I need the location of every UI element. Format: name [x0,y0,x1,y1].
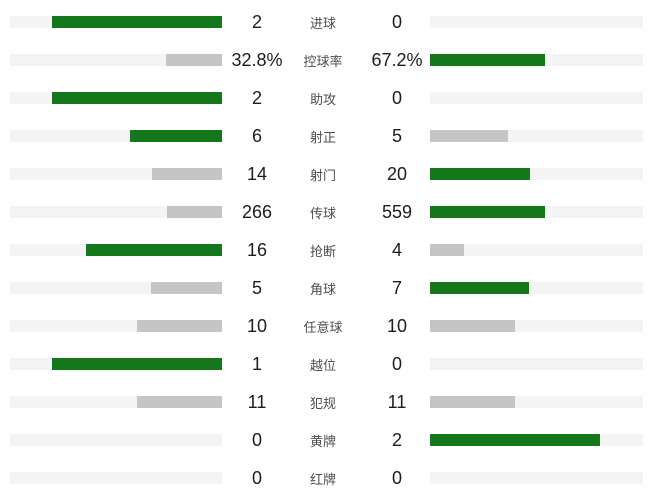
stat-row-9: 1 越位 0 [0,345,660,383]
stat-label: 任意球 [303,319,343,335]
away-stat-value: 7 [391,277,402,298]
away-stat-value: 2 [391,429,402,450]
home-bar-track [10,54,222,66]
home-stat-value: 14 [246,163,268,184]
home-stat-value: 1 [251,353,262,374]
home-stat-value: 5 [251,277,262,298]
home-stat-value: 11 [247,391,267,412]
away-bar-fill [430,244,465,256]
home-bar-track [10,358,222,370]
home-bar-track [10,396,222,408]
away-stat-value: 0 [391,467,402,488]
away-stat-value: 0 [391,11,402,32]
home-stat-value: 10 [246,315,268,336]
stat-row-10: 11 犯规 11 [0,383,660,421]
home-bar-track [10,206,222,218]
away-bar-track [430,206,643,218]
stat-row-1: 32.8% 控球率 67.2% [0,41,660,79]
stat-row-8: 10 任意球 10 [0,307,660,345]
home-bar-track [10,282,222,294]
away-bar-track [430,244,643,256]
home-bar-track [10,16,222,28]
home-bar-fill [129,130,222,142]
away-bar-track [430,92,643,104]
stat-label: 越位 [309,357,336,373]
home-bar-track [10,320,222,332]
stat-label: 犯规 [309,395,336,411]
home-bar-track [10,92,222,104]
stat-row-3: 6 射正 5 [0,117,660,155]
away-stat-value: 0 [391,87,402,108]
home-stat-value: 0 [251,467,262,488]
away-bar-fill [430,396,516,408]
home-bar-fill [52,16,222,28]
away-bar-fill [430,168,531,180]
home-bar-track [10,472,222,484]
stat-label: 控球率 [303,53,343,69]
away-stat-value: 0 [391,353,402,374]
away-bar-track [430,434,643,446]
away-bar-track [430,16,643,28]
stat-label: 红牌 [309,471,336,487]
home-bar-track [10,168,222,180]
away-bar-track [430,396,643,408]
away-stat-value: 10 [386,315,408,336]
home-bar-fill [137,396,222,408]
away-bar-fill [430,130,508,142]
away-bar-track [430,54,643,66]
stat-label: 进球 [309,15,336,31]
away-bar-track [430,168,643,180]
home-bar-fill [52,358,222,370]
home-stat-value: 2 [251,87,262,108]
stat-row-2: 2 助攻 0 [0,79,660,117]
away-stat-value: 67.2% [371,49,423,70]
home-stat-value: 0 [251,429,262,450]
stat-label: 射正 [309,129,336,145]
stat-row-12: 0 红牌 0 [0,459,660,488]
stat-row-5: 266 传球 559 [0,193,660,231]
away-bar-track [430,130,643,142]
home-bar-fill [151,282,222,294]
away-bar-track [430,320,643,332]
home-stat-value: 32.8% [231,49,283,70]
away-bar-fill [430,282,530,294]
home-bar-fill [137,320,222,332]
home-stat-value: 266 [241,201,273,222]
away-stat-value: 20 [386,163,408,184]
away-stat-value: 4 [391,239,402,260]
home-stat-value: 6 [251,125,262,146]
away-stat-value: 559 [381,201,413,222]
away-bar-fill [430,206,546,218]
home-bar-fill [166,54,222,66]
home-stat-value: 2 [251,11,262,32]
away-stat-value: 11 [387,391,407,412]
stat-row-7: 5 角球 7 [0,269,660,307]
stat-label: 黄牌 [309,433,336,449]
away-bar-track [430,358,643,370]
away-bar-fill [430,54,545,66]
home-bar-track [10,244,222,256]
away-bar-track [430,282,643,294]
stat-label: 射门 [309,167,336,183]
stat-label: 助攻 [309,91,336,107]
away-bar-fill [430,434,601,446]
away-bar-track [430,472,643,484]
home-bar-fill [152,168,222,180]
home-bar-track [10,130,222,142]
stat-row-6: 16 抢断 4 [0,231,660,269]
stat-label: 传球 [309,205,336,221]
stat-row-0: 2 进球 0 [0,3,660,41]
stat-row-11: 0 黄牌 2 [0,421,660,459]
home-bar-fill [86,244,222,256]
stat-label: 角球 [309,281,336,297]
home-bar-track [10,434,222,446]
home-stat-value: 16 [246,239,268,260]
home-bar-fill [52,92,222,104]
stat-row-4: 14 射门 20 [0,155,660,193]
home-bar-fill [167,206,222,218]
stat-label: 抢断 [309,243,336,259]
away-bar-fill [430,320,516,332]
away-stat-value: 5 [391,125,402,146]
